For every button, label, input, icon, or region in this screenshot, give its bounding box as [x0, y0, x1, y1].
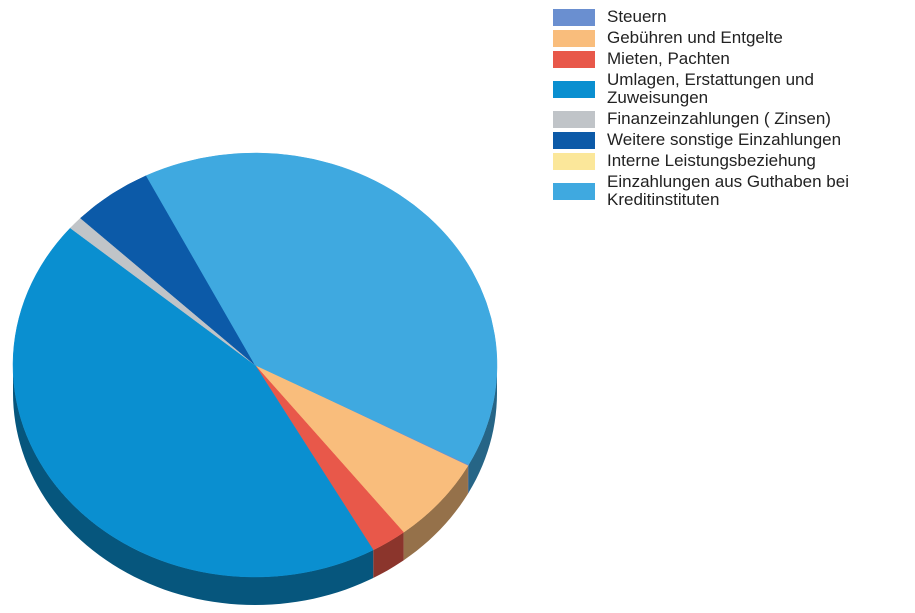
legend-item: Weitere sonstige Einzahlungen: [553, 131, 913, 149]
legend-label: Steuern: [607, 7, 667, 26]
legend: Steuern Gebühren und Entgelte Mieten, Pach…: [553, 8, 913, 212]
pie-slice: [145, 152, 498, 465]
pie-side: [403, 465, 468, 561]
legend-item: Einzahlungen aus Guthaben bei Kreditinst…: [553, 173, 913, 209]
legend-item: Interne Leistungsbeziehung: [553, 152, 913, 170]
legend-swatch: [553, 182, 595, 200]
legend-item: Finanzeinzahlungen ( Zinsen): [553, 110, 913, 128]
legend-swatch: [553, 152, 595, 170]
legend-swatch: [553, 29, 595, 47]
legend-swatch: [553, 50, 595, 68]
legend-item: Steuern: [553, 8, 913, 26]
pie-side: [13, 365, 374, 605]
pie-side: [468, 365, 497, 493]
pie-side: [467, 464, 469, 494]
legend-item: Umlagen, Erstattungen und Zuweisungen: [553, 71, 913, 107]
pie-side: [373, 532, 404, 578]
legend-label: Weitere sonstige Einzahlungen: [607, 130, 842, 149]
legend-item: Gebühren und Entgelte: [553, 29, 913, 47]
pie-chart: [12, 152, 498, 605]
pie-slice: [12, 227, 374, 578]
legend-swatch: [553, 80, 595, 98]
legend-swatch: [553, 110, 595, 128]
legend-item: Mieten, Pachten: [553, 50, 913, 68]
legend-label: Gebühren und Entgelte: [607, 28, 783, 47]
legend-label: Umlagen, Erstattungen und Zuweisungen: [607, 70, 814, 107]
legend-swatch: [553, 131, 595, 149]
legend-label: Einzahlungen aus Guthaben bei Kreditinst…: [607, 172, 849, 209]
legend-label: Mieten, Pachten: [607, 49, 730, 68]
legend-swatch: [553, 8, 595, 26]
legend-label: Interne Leistungsbeziehung: [607, 151, 816, 170]
legend-label: Finanzeinzahlungen ( Zinsen): [607, 109, 831, 128]
